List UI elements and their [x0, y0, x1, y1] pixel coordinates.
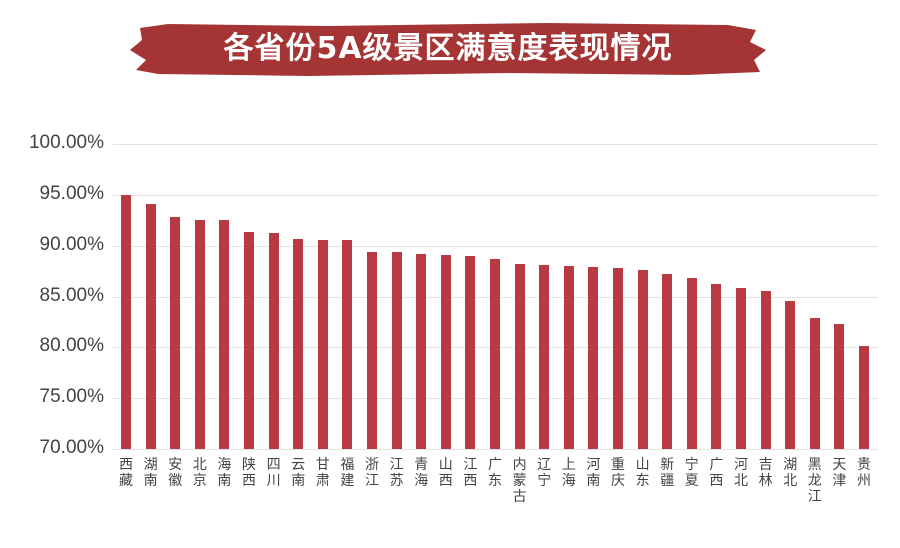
bar: [194, 220, 205, 449]
y-tick-label: 85.00%: [39, 284, 104, 306]
gridline: [113, 144, 878, 145]
x-tick-label: 四川: [266, 457, 281, 489]
y-tick-label: 75.00%: [39, 386, 104, 408]
bar: [391, 251, 402, 449]
bar: [416, 253, 427, 449]
bar: [588, 267, 599, 449]
x-tick-label: 辽宁: [537, 457, 552, 489]
x-tick-label: 广西: [709, 457, 724, 489]
x-tick-label: 黑龙江: [807, 457, 822, 505]
x-tick-label: 云南: [291, 457, 306, 489]
bar: [686, 278, 697, 449]
x-tick-label: 河南: [586, 457, 601, 489]
bar: [145, 203, 156, 449]
x-tick-label: 江苏: [389, 457, 404, 489]
bar: [859, 346, 869, 449]
gridline: [113, 194, 878, 196]
x-tick-label: 贵州: [857, 457, 871, 489]
bar: [809, 317, 820, 449]
x-tick-label: 福建: [340, 457, 355, 489]
title-banner: 各省份5A级景区满意度表现情况: [128, 20, 768, 78]
x-tick-label: 天津: [832, 457, 847, 489]
x-tick-label: 山东: [635, 457, 650, 489]
brush-stroke-background: [130, 23, 766, 76]
x-tick-label: 广东: [488, 457, 502, 489]
y-tick-label: 70.00%: [39, 437, 104, 458]
bar: [440, 254, 451, 449]
x-tick-label: 甘肃: [315, 457, 330, 489]
bar: [367, 251, 377, 449]
bar: [514, 263, 525, 449]
bar: [834, 323, 845, 449]
bar: [219, 220, 230, 449]
x-tick-label: 青海: [414, 457, 429, 489]
x-tick-label: 新疆: [660, 457, 675, 489]
y-tick-label: 95.00%: [39, 182, 104, 204]
x-tick-label: 陕西: [242, 457, 256, 489]
bar: [121, 194, 131, 449]
bar: [637, 270, 648, 449]
x-tick-label: 湖南: [143, 457, 158, 489]
x-tick-label: 内蒙古: [512, 457, 527, 505]
y-tick-label: 90.00%: [39, 233, 104, 255]
bar: [293, 238, 304, 449]
bar: [465, 255, 476, 449]
bar: [268, 233, 279, 449]
bar: [785, 300, 796, 449]
gridline: [113, 245, 878, 247]
x-tick-label: 西藏: [119, 457, 133, 489]
bar: [662, 274, 673, 449]
bar: [613, 268, 623, 449]
bar: [760, 291, 771, 449]
chart-title: 各省份5A级景区满意度表现情况: [223, 31, 673, 66]
bar: [342, 239, 353, 449]
bar: [711, 284, 722, 449]
x-tick-label: 山西: [438, 457, 453, 489]
x-tick-label: 宁夏: [684, 457, 699, 489]
x-tick-label: 重庆: [611, 457, 625, 489]
bar: [736, 288, 746, 449]
y-tick-label: 80.00%: [39, 335, 104, 357]
bar: [563, 266, 574, 449]
y-tick-label: 100.00%: [28, 132, 104, 153]
bar: [317, 239, 328, 449]
x-tick-label: 上海: [561, 457, 576, 489]
bar: [490, 258, 500, 449]
x-tick-label: 浙江: [365, 457, 379, 489]
gridline: [113, 449, 878, 450]
x-tick-label: 吉林: [758, 457, 773, 489]
x-tick-label: 湖北: [783, 457, 798, 489]
bar: [244, 232, 254, 449]
x-tick-label: 安徽: [168, 457, 183, 489]
x-tick-label: 北京: [192, 457, 207, 489]
x-tick-label: 江西: [463, 457, 478, 489]
x-tick-label: 河北: [734, 457, 748, 489]
x-tick-label: 海南: [217, 457, 232, 489]
bar: [170, 217, 181, 449]
bar: [539, 264, 550, 449]
